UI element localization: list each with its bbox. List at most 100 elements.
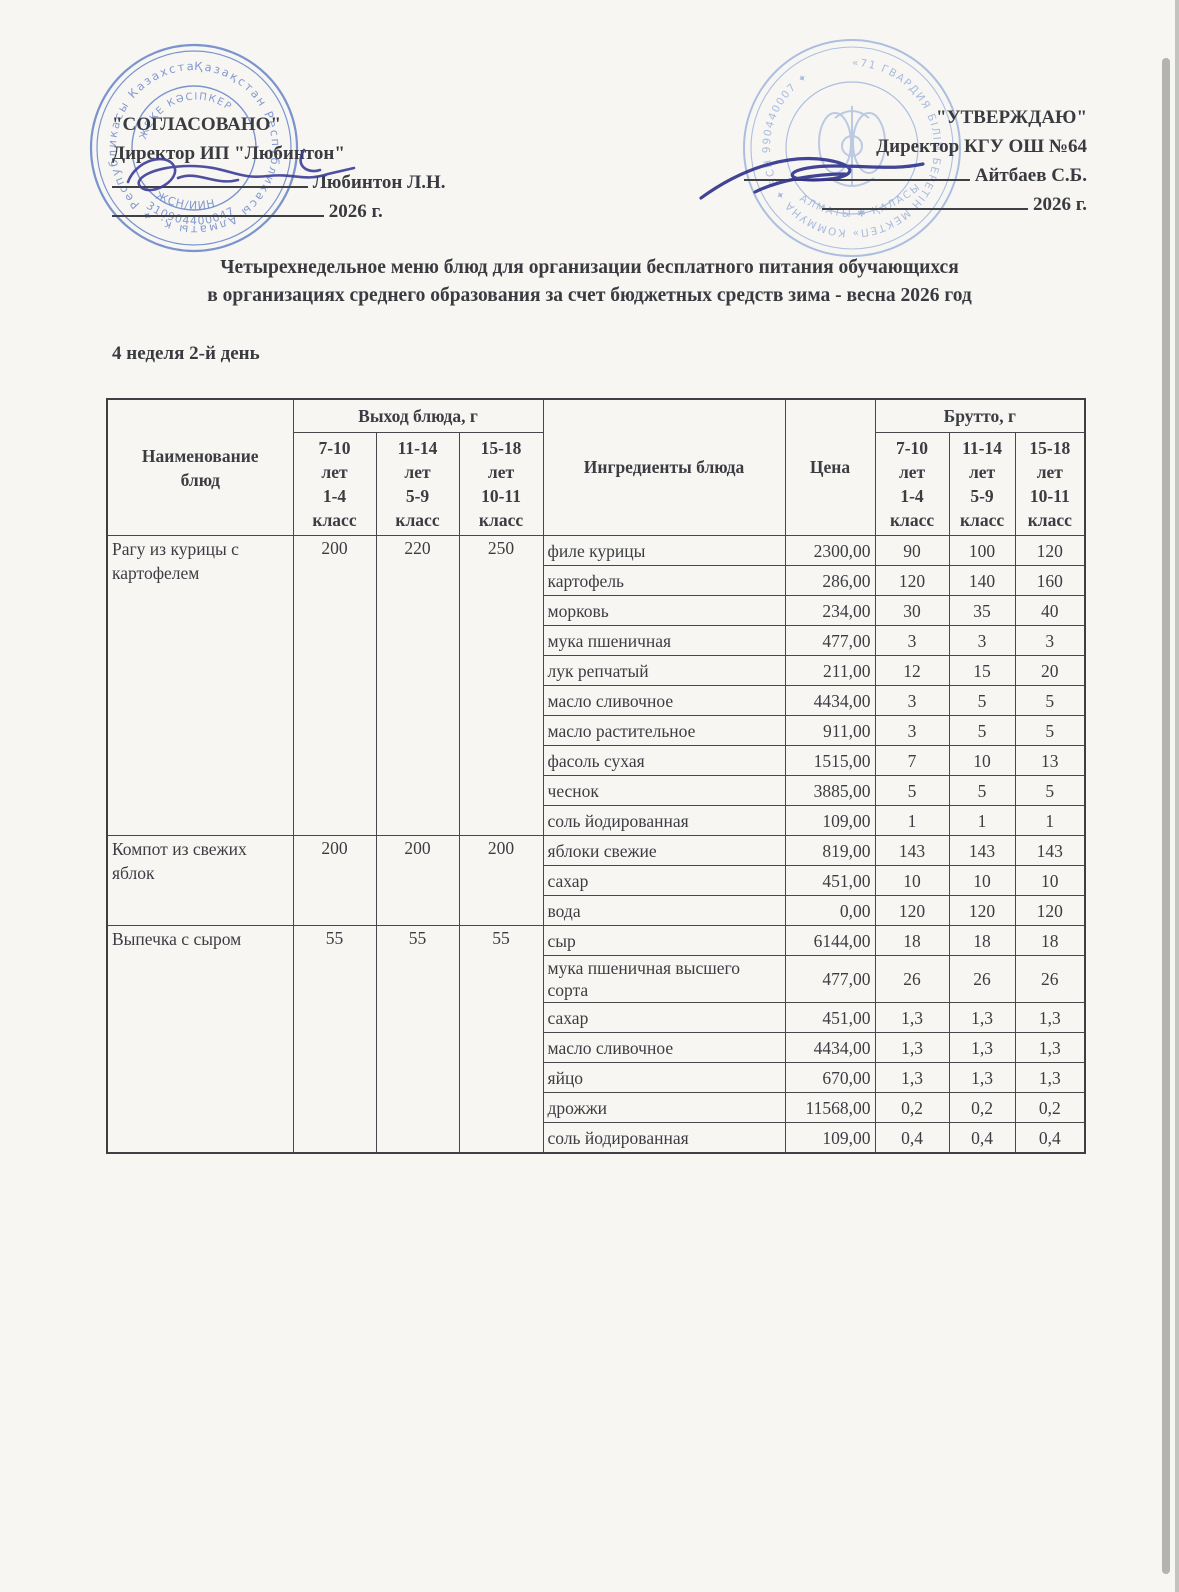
brutto-cell-3: 160: [1014, 565, 1086, 596]
brutto-cell-3: 5: [1014, 775, 1086, 806]
col-header-ingredients: Ингредиенты блюда: [542, 398, 786, 536]
brutto-cell-3: 5: [1014, 685, 1086, 716]
screen-edge: [1175, 0, 1179, 1592]
brutto-cell-3: 20: [1014, 655, 1086, 686]
brutto-cell-1: 1,3: [874, 1002, 950, 1033]
ingredient-row: сахар 451,00 10 10 10: [107, 865, 1086, 896]
approval-right-title: "УТВЕРЖДАЮ": [936, 107, 1087, 128]
brutto-cell-1: 1,3: [874, 1062, 950, 1093]
price-cell: 451,00: [784, 1002, 876, 1033]
ingredient-row: Компот из свежих яблок 200 200 200 яблоки св…: [106, 835, 1086, 926]
date-line: [112, 214, 324, 217]
ingredient-row: фасоль сухая 1515,00 7 10 13: [107, 745, 1086, 776]
price-cell: 451,00: [784, 865, 876, 896]
approval-right-year: 2026 г.: [1033, 194, 1087, 215]
col-header-brutto-age-1: 7-10 лет 1-4 класс: [874, 432, 950, 536]
col-group-vyhod: Выход блюда, г: [292, 398, 544, 433]
ingredient-name-cell: филе курицы: [542, 535, 786, 566]
brutto-cell-3: 18: [1014, 925, 1086, 956]
approval-left-signer-line: Любинтон Л.Н.: [112, 168, 446, 197]
ingredient-name-cell: сахар: [542, 865, 786, 896]
ingredient-name-cell: лук репчатый: [542, 655, 786, 686]
brutto-cell-3: 5: [1014, 715, 1086, 746]
dish-name-cell: Выпечка с сыром: [106, 925, 294, 1154]
brutto-cell-2: 143: [948, 835, 1016, 866]
price-cell: 211,00: [784, 655, 876, 686]
scrollbar-thumb[interactable]: [1162, 58, 1170, 1574]
ingredient-row: лук репчатый 211,00 12 15 20: [107, 655, 1086, 686]
dish-name-cell: Компот из свежих яблок: [106, 835, 294, 926]
header-row-groups: Наименование блюд Выход блюда, г Ингреди…: [106, 398, 1086, 536]
brutto-cell-1: 143: [874, 835, 950, 866]
brutto-cell-1: 90: [874, 535, 950, 566]
brutto-cell-3: 26: [1014, 955, 1086, 1003]
col-header-price: Цена: [784, 398, 876, 536]
signature-left: [126, 148, 356, 192]
price-cell: 11568,00: [784, 1092, 876, 1123]
ingredient-row: сахар 451,00 1,3 1,3 1,3: [107, 1002, 1086, 1033]
brutto-cell-2: 5: [948, 715, 1016, 746]
document-title-line1: Четырехнедельное меню блюд для организац…: [220, 257, 959, 278]
brutto-cell-3: 0,4: [1014, 1122, 1086, 1154]
brutto-cell-3: 120: [1014, 535, 1086, 566]
left-round-stamp: Қазақстан Республикасы Алматы қ. ✦ Респу…: [84, 30, 299, 253]
brutto-cell-2: 120: [948, 895, 1016, 926]
price-cell: 6144,00: [784, 925, 876, 956]
col-group-brutto: Брутто, г: [874, 398, 1086, 433]
ingredient-name-cell: мука пшеничная: [542, 625, 786, 656]
price-cell: 3885,00: [784, 775, 876, 806]
ingredient-name-cell: яблоки свежие: [542, 835, 786, 866]
ingredient-row: соль йодированная 109,00 0,4 0,4 0,4: [107, 1122, 1086, 1154]
signature-line: [112, 185, 308, 188]
vyhod-cell-2: 200: [375, 835, 460, 926]
vyhod-cell-2: 55: [375, 925, 460, 1154]
ingredient-row: морковь 234,00 30 35 40: [107, 595, 1086, 626]
ingredient-row: масло сливочное 4434,00 1,3 1,3 1,3: [107, 1032, 1086, 1063]
ingredient-name-cell: соль йодированная: [542, 1122, 786, 1154]
approval-left-year: 2026 г.: [328, 201, 383, 222]
approval-left-role: Директор ИП "Любинтон": [112, 143, 345, 164]
brutto-cell-2: 1,3: [948, 1002, 1016, 1033]
ingredient-row: мука пшеничная высшего сорта 477,00 26 26 26: [107, 955, 1086, 1003]
brutto-cell-1: 12: [874, 655, 950, 686]
brutto-cell-3: 1,3: [1014, 1002, 1086, 1033]
ingredient-name-cell: масло сливочное: [542, 1032, 786, 1063]
price-cell: 286,00: [784, 565, 876, 596]
brutto-cell-1: 10: [874, 865, 950, 896]
ingredient-name-cell: сыр: [542, 925, 786, 956]
brutto-cell-2: 1: [948, 805, 1016, 836]
brutto-cell-1: 3: [874, 625, 950, 656]
col-header-dish-name: Наименование блюд: [106, 398, 294, 536]
brutto-cell-3: 40: [1014, 595, 1086, 626]
brutto-cell-3: 13: [1014, 745, 1086, 776]
ingredient-name-cell: морковь: [542, 595, 786, 626]
col-header-age-3: 15-18 лет 10-11 класс: [458, 432, 544, 536]
brutto-cell-1: 3: [874, 715, 950, 746]
vyhod-cell-2: 220: [375, 535, 460, 836]
menu-table-body: Рагу из курицы с картофелем 200 220 250 филе…: [106, 535, 1086, 1154]
brutto-cell-3: 1,3: [1014, 1032, 1086, 1063]
brutto-cell-1: 1,3: [874, 1032, 950, 1063]
brutto-cell-1: 26: [874, 955, 950, 1003]
brutto-cell-1: 5: [874, 775, 950, 806]
price-cell: 477,00: [784, 955, 876, 1003]
col-header-age-1: 7-10 лет 1-4 класс: [292, 432, 377, 536]
ingredient-name-cell: фасоль сухая: [542, 745, 786, 776]
vyhod-cell-3: 250: [458, 535, 544, 836]
vyhod-cell-3: 200: [458, 835, 544, 926]
vyhod-cell-1: 55: [292, 925, 377, 1154]
signature-right: [699, 156, 925, 200]
brutto-cell-1: 3: [874, 685, 950, 716]
brutto-cell-2: 3: [948, 625, 1016, 656]
date-line: [822, 207, 1029, 210]
brutto-cell-1: 120: [874, 895, 950, 926]
ingredient-row: Рагу из курицы с картофелем 200 220 250 филе…: [106, 535, 1086, 836]
ingredient-name-cell: яйцо: [542, 1062, 786, 1093]
brutto-cell-2: 35: [948, 595, 1016, 626]
brutto-cell-3: 0,2: [1014, 1092, 1086, 1123]
ingredient-row: Выпечка с сыром 55 55 55 сыр 6144,00 18 18 18: [106, 925, 1086, 1154]
price-cell: 0,00: [784, 895, 876, 926]
brutto-cell-1: 120: [874, 565, 950, 596]
brutto-cell-2: 0,2: [948, 1092, 1016, 1123]
